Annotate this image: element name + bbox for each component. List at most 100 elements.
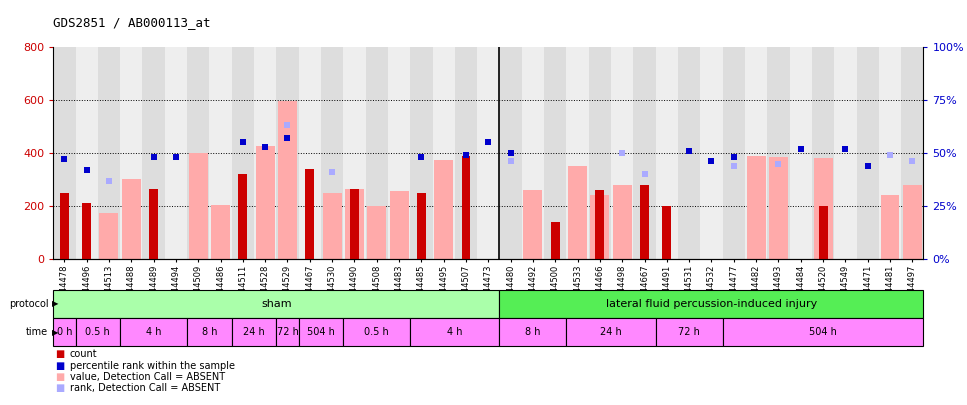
Bar: [189, 153, 208, 259]
Text: 72 h: 72 h: [277, 327, 299, 337]
Bar: [388, 47, 410, 259]
Bar: [879, 47, 901, 259]
Bar: [75, 47, 98, 259]
Bar: [857, 47, 879, 259]
Bar: [277, 318, 299, 346]
Bar: [434, 160, 454, 259]
Bar: [544, 47, 567, 259]
Text: 8 h: 8 h: [202, 327, 218, 337]
Bar: [656, 318, 722, 346]
Text: 0.5 h: 0.5 h: [365, 327, 389, 337]
Bar: [410, 318, 500, 346]
Bar: [461, 156, 471, 259]
Bar: [903, 185, 922, 259]
Text: sham: sham: [261, 299, 292, 309]
Text: 504 h: 504 h: [308, 327, 335, 337]
Text: lateral fluid percussion-induced injury: lateral fluid percussion-induced injury: [606, 299, 817, 309]
Bar: [239, 174, 248, 259]
Text: ▶: ▶: [52, 328, 59, 337]
Text: GDS2851 / AB000113_at: GDS2851 / AB000113_at: [53, 16, 211, 29]
Bar: [60, 193, 69, 259]
Bar: [500, 290, 923, 318]
Text: 8 h: 8 h: [525, 327, 541, 337]
Bar: [523, 190, 542, 259]
Bar: [747, 156, 766, 259]
Bar: [98, 47, 120, 259]
Text: 24 h: 24 h: [243, 327, 265, 337]
Bar: [350, 189, 359, 259]
Text: 0 h: 0 h: [57, 327, 73, 337]
Bar: [819, 206, 828, 259]
Bar: [700, 47, 722, 259]
Text: rank, Detection Call = ABSENT: rank, Detection Call = ABSENT: [70, 384, 220, 393]
Bar: [596, 190, 604, 259]
Bar: [569, 166, 587, 259]
Bar: [122, 179, 141, 259]
Bar: [343, 318, 410, 346]
Bar: [323, 193, 341, 259]
Text: ■: ■: [55, 384, 65, 393]
Bar: [656, 47, 678, 259]
Bar: [410, 47, 432, 259]
Text: 4 h: 4 h: [447, 327, 462, 337]
Bar: [187, 318, 232, 346]
Bar: [120, 318, 187, 346]
Bar: [343, 47, 366, 259]
Bar: [53, 290, 500, 318]
Bar: [75, 318, 120, 346]
Bar: [640, 185, 649, 259]
Bar: [232, 318, 277, 346]
Text: protocol: protocol: [9, 299, 48, 309]
Bar: [277, 47, 299, 259]
Text: count: count: [70, 350, 98, 359]
Bar: [613, 185, 631, 259]
Bar: [551, 222, 560, 259]
Bar: [477, 47, 500, 259]
Bar: [254, 47, 277, 259]
Bar: [390, 192, 408, 259]
Text: ▶: ▶: [52, 299, 59, 308]
Bar: [53, 318, 75, 346]
Bar: [306, 169, 314, 259]
Bar: [149, 189, 158, 259]
Bar: [769, 157, 788, 259]
Bar: [722, 318, 923, 346]
Bar: [211, 205, 230, 259]
Text: 72 h: 72 h: [678, 327, 700, 337]
Text: ■: ■: [55, 372, 65, 382]
Bar: [299, 318, 343, 346]
Bar: [678, 47, 700, 259]
Bar: [321, 47, 343, 259]
Bar: [589, 47, 611, 259]
Bar: [100, 213, 119, 259]
Bar: [417, 193, 425, 259]
Bar: [232, 47, 254, 259]
Bar: [591, 196, 609, 259]
Text: 4 h: 4 h: [146, 327, 161, 337]
Bar: [53, 47, 75, 259]
Bar: [299, 47, 321, 259]
Bar: [142, 47, 164, 259]
Text: ■: ■: [55, 361, 65, 371]
Bar: [210, 47, 232, 259]
Bar: [835, 47, 857, 259]
Bar: [82, 203, 91, 259]
Bar: [790, 47, 812, 259]
Bar: [454, 47, 477, 259]
Bar: [164, 47, 187, 259]
Bar: [366, 47, 388, 259]
Bar: [745, 47, 767, 259]
Bar: [278, 101, 297, 259]
Bar: [500, 47, 522, 259]
Text: 504 h: 504 h: [809, 327, 837, 337]
Bar: [187, 47, 210, 259]
Bar: [633, 47, 656, 259]
Text: 0.5 h: 0.5 h: [85, 327, 110, 337]
Text: time: time: [26, 327, 48, 337]
Bar: [813, 158, 833, 259]
Text: 24 h: 24 h: [601, 327, 622, 337]
Bar: [567, 47, 589, 259]
Bar: [120, 47, 142, 259]
Bar: [611, 47, 633, 259]
Bar: [567, 318, 656, 346]
